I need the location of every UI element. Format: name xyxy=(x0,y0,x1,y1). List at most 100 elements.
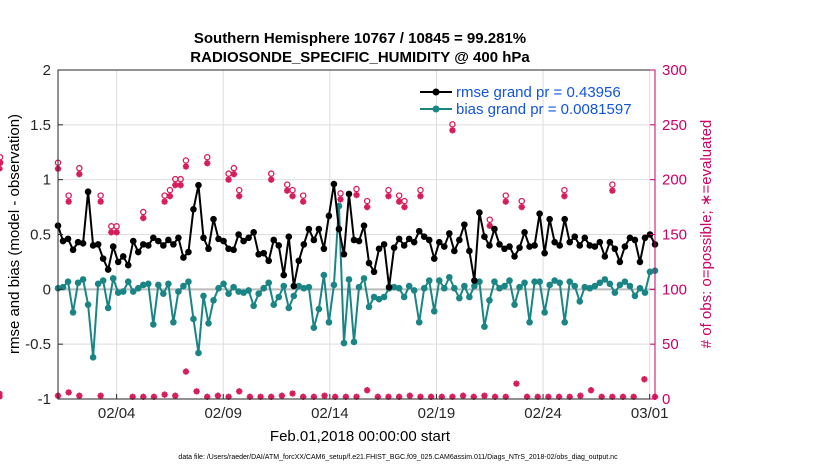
obs-possible-marker xyxy=(502,192,509,199)
bias-series-point xyxy=(170,318,177,326)
bias-series-point xyxy=(325,318,333,326)
rmse-series-point xyxy=(435,238,443,246)
bias-series-point xyxy=(320,271,328,279)
y-left-tick-label: 0 xyxy=(43,281,51,298)
bias-series-point xyxy=(350,338,358,346)
rmse-series-point xyxy=(456,236,463,244)
obs-possible-marker xyxy=(449,121,456,128)
bias-series-point xyxy=(250,302,257,310)
x-tick-label: 02/24 xyxy=(524,405,562,422)
rmse-series-point xyxy=(556,242,563,249)
rmse-series-point xyxy=(220,237,227,245)
bias-series-point xyxy=(596,279,604,287)
obs-evaluated-marker-core xyxy=(236,388,242,394)
y-right-axis-label: # of obs: o=possible; ∗=evaluated xyxy=(698,120,715,349)
bias-series-point xyxy=(566,278,574,285)
rmse-series-point xyxy=(536,210,543,217)
bias-series-point xyxy=(536,278,543,285)
bias-series-point xyxy=(145,280,152,288)
rmse-series-point xyxy=(491,225,498,233)
rmse-series-point xyxy=(511,253,518,260)
obs-evaluated-marker-core xyxy=(257,394,264,400)
bias-series-point xyxy=(370,293,378,301)
bias-series-point xyxy=(180,282,187,290)
obs-evaluated-marker-core xyxy=(364,204,370,210)
rmse-series-point xyxy=(481,233,488,240)
rmse-series-point xyxy=(109,243,117,250)
rmse-series-point xyxy=(415,227,423,235)
rmse-series-point xyxy=(260,249,267,257)
rmse-series-point xyxy=(134,248,142,256)
obs-evaluated-marker-core xyxy=(98,199,104,205)
obs-possible-marker xyxy=(0,159,4,166)
bias-series-point xyxy=(295,282,303,290)
obs-evaluated-marker-core xyxy=(439,394,445,400)
bias-series-point xyxy=(99,277,107,284)
bias-series-point xyxy=(69,309,77,316)
bias-series-point xyxy=(365,303,373,311)
obs-evaluated-marker-core xyxy=(0,166,3,172)
rmse-series-point xyxy=(129,237,137,245)
rmse-series-point xyxy=(145,242,152,249)
rmse-series-point xyxy=(205,245,212,253)
obs-evaluated-marker-core xyxy=(231,171,237,177)
bias-series-point xyxy=(310,324,318,332)
bias-series-point xyxy=(456,294,463,302)
rmse-series-point xyxy=(124,261,132,269)
obs-evaluated-marker-core xyxy=(449,127,456,133)
rmse-series-point xyxy=(405,235,413,243)
rmse-series-point xyxy=(320,245,328,253)
bias-series-point xyxy=(245,287,252,294)
y-right-tick-label: 150 xyxy=(662,227,687,244)
obs-evaluated-marker-core xyxy=(172,182,178,188)
rmse-series-point xyxy=(626,234,634,242)
obs-evaluated-marker-core xyxy=(609,188,615,194)
rmse-series-point xyxy=(210,215,217,223)
rmse-series-point xyxy=(160,242,167,249)
obs-evaluated-marker-core xyxy=(641,376,647,382)
obs-possible-marker xyxy=(235,186,243,194)
bias-series-point xyxy=(139,281,147,289)
bias-series-point xyxy=(305,283,313,291)
rmse-series-point xyxy=(270,236,278,244)
rmse-series-point xyxy=(646,231,654,238)
rmse-series-point xyxy=(235,231,242,238)
bias-series-point xyxy=(129,288,137,295)
obs-evaluated-marker-core xyxy=(284,188,290,194)
bias-series-point xyxy=(230,283,237,291)
obs-evaluated-marker-core xyxy=(215,393,221,399)
bias-series-point xyxy=(511,301,518,308)
rmse-series-point xyxy=(355,237,363,245)
obs-evaluated-marker-core xyxy=(375,394,381,400)
obs-evaluated-marker-core xyxy=(172,393,178,399)
bias-series-point xyxy=(415,318,423,326)
obs-evaluated-marker-core xyxy=(332,394,338,400)
bias-series-point xyxy=(430,307,438,315)
rmse-series-point xyxy=(79,239,87,247)
bias-series-point xyxy=(601,276,609,283)
legend-rmse-marker xyxy=(432,88,440,96)
bias-series-point xyxy=(531,278,538,285)
obs-possible-marker xyxy=(230,164,238,172)
bias-series-point xyxy=(150,321,157,328)
y-left-axis-label: rmse and bias (model - observation) xyxy=(6,114,23,354)
obs-evaluated-marker-core xyxy=(247,394,253,400)
obs-evaluated-marker-core xyxy=(577,393,583,399)
bias-series-point xyxy=(380,293,388,301)
obs-evaluated-marker-core xyxy=(204,160,210,166)
bias-series-point xyxy=(74,279,82,287)
obs-evaluated-marker-core xyxy=(535,394,541,400)
rmse-series-point xyxy=(521,229,528,236)
legend-bias-marker xyxy=(432,105,440,113)
obs-evaluated-marker-core xyxy=(588,387,594,393)
obs-possible-marker xyxy=(289,186,296,194)
bias-series-point xyxy=(104,304,112,312)
rmse-series-point xyxy=(310,236,318,244)
rmse-series-point xyxy=(360,222,368,230)
rmse-series-point xyxy=(596,238,604,246)
rmse-series-point xyxy=(506,243,513,250)
bias-series-point xyxy=(265,279,273,287)
rmse-series-point xyxy=(290,282,298,290)
obs-evaluated-marker-core xyxy=(167,193,173,199)
